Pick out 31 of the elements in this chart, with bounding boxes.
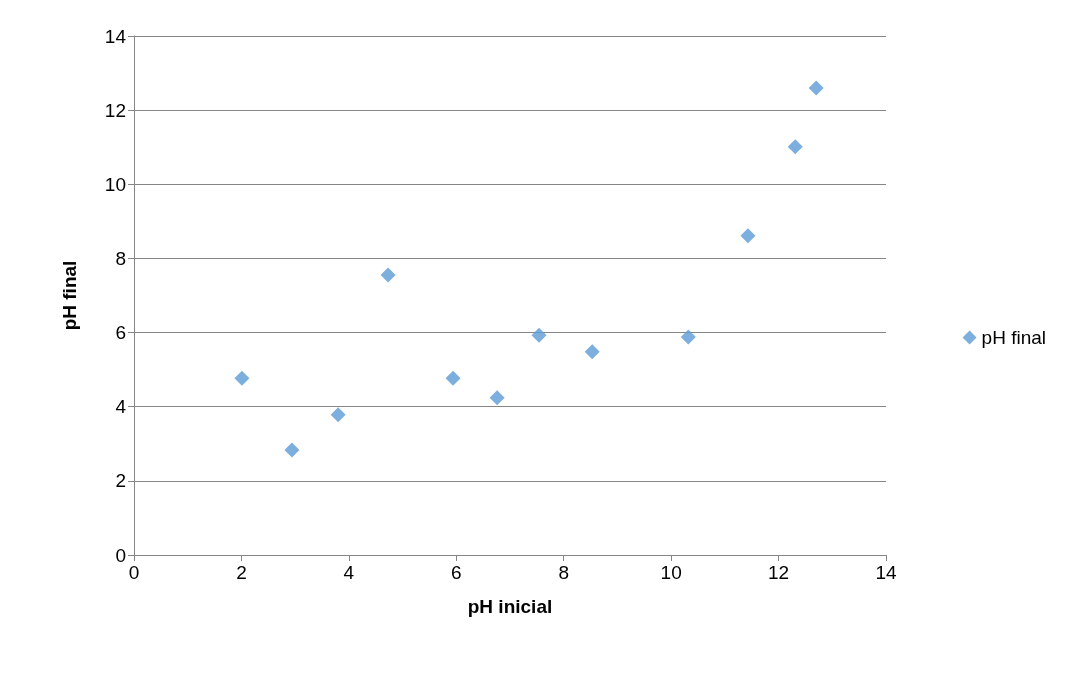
y-tick-label: 10 <box>104 173 126 195</box>
y-tick-label: 0 <box>115 544 126 566</box>
point <box>489 390 505 406</box>
point <box>445 370 461 386</box>
point <box>787 139 803 155</box>
x-tick-label: 6 <box>451 562 462 583</box>
point <box>330 407 346 423</box>
point <box>234 370 250 386</box>
y-tick-label: 2 <box>115 470 126 492</box>
point <box>584 344 600 360</box>
y-tick-label: 4 <box>115 396 127 418</box>
y-tick-label: 14 <box>104 25 127 47</box>
point <box>284 442 300 458</box>
x-tick-label: 2 <box>236 562 247 583</box>
x-axis-title: pH inicial <box>467 596 553 617</box>
point <box>808 80 824 96</box>
point <box>531 327 547 343</box>
x-tick-label: 8 <box>558 562 569 583</box>
y-tick-label: 6 <box>115 322 126 344</box>
y-axis-title: pH final <box>59 260 80 331</box>
legend-label: pH final <box>981 327 1046 348</box>
point <box>380 267 396 283</box>
point <box>740 228 756 244</box>
y-tick-label: 12 <box>104 99 126 121</box>
point <box>680 329 696 345</box>
x-tick-label: 0 <box>128 562 140 583</box>
x-tick-label: 4 <box>343 562 355 583</box>
x-tick-label: 10 <box>660 562 682 583</box>
y-tick-label: 8 <box>115 247 126 269</box>
x-tick-label: 14 <box>875 562 897 583</box>
x-tick-label: 12 <box>768 562 790 583</box>
